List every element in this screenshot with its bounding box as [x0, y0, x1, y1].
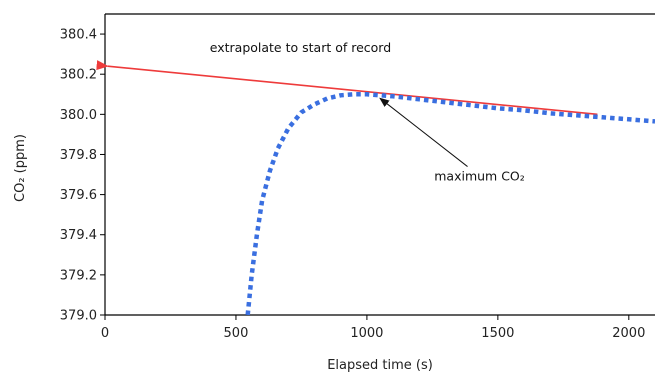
- maximum-co2-annotation: maximum CO₂: [434, 169, 525, 184]
- x-axis-ticks: 0 500 1000 1500 2000: [101, 315, 645, 341]
- annotation-layer: extrapolate to start of record maximum CO…: [210, 40, 525, 183]
- extrapolate-annotation: extrapolate to start of record: [210, 40, 391, 55]
- y-axis-label: CO₂ (ppm): [13, 134, 28, 202]
- y-tick-label: 380.4: [60, 28, 97, 43]
- y-tick-label: 380.0: [60, 108, 97, 123]
- x-tick-label: 500: [224, 326, 249, 341]
- y-tick-label: 379.0: [60, 309, 97, 324]
- co2-dotted-curve: [245, 92, 655, 315]
- y-tick-label: 380.2: [60, 68, 97, 83]
- y-tick-label: 379.8: [60, 148, 97, 163]
- plot-frame: [104, 13, 655, 316]
- x-tick-label: 0: [101, 326, 109, 341]
- y-tick-label: 379.4: [60, 228, 97, 243]
- maximum-co2-pointer: [379, 97, 468, 167]
- x-tick-label: 1500: [481, 326, 514, 341]
- y-axis-ticks: 379.0 379.2 379.4 379.6 379.8 380.0 380.2 380.4: [60, 28, 105, 324]
- y-tick-label: 379.6: [60, 188, 97, 203]
- y-tick-label: 379.2: [60, 268, 97, 283]
- series-layer: [96, 60, 655, 315]
- x-tick-label: 1000: [350, 326, 383, 341]
- extrapolation-line: [96, 60, 598, 116]
- x-tick-label: 2000: [612, 326, 645, 341]
- x-axis-label: Elapsed time (s): [327, 358, 433, 373]
